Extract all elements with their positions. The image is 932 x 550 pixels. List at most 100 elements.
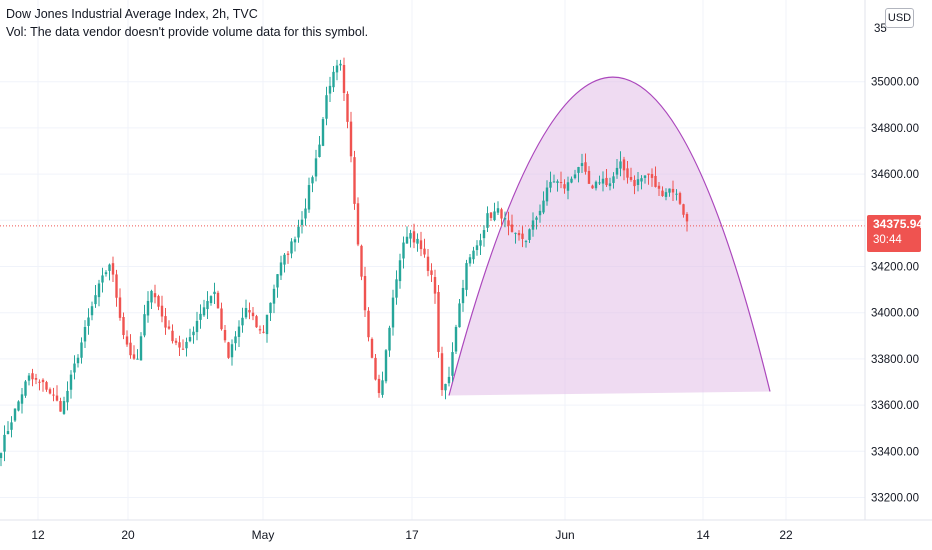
candle <box>591 184 594 189</box>
candle <box>157 294 160 311</box>
candle <box>668 188 671 197</box>
grid-layer <box>0 0 865 520</box>
candle <box>430 263 433 283</box>
candle <box>388 325 391 357</box>
y-tick-label: 33600.00 <box>871 400 919 412</box>
candle <box>59 397 62 412</box>
candle <box>475 240 479 256</box>
candle <box>101 267 104 293</box>
candle <box>346 91 349 129</box>
candle <box>279 255 283 280</box>
candle <box>3 425 6 462</box>
candle <box>248 302 251 320</box>
candle <box>342 57 346 101</box>
candle <box>451 342 454 382</box>
candle <box>314 149 318 182</box>
candle <box>293 236 297 252</box>
candle <box>143 304 146 338</box>
candle <box>678 191 682 205</box>
candle <box>545 180 549 206</box>
candle <box>538 204 542 223</box>
candle <box>132 345 136 360</box>
last-price-tag: 34375.94 30:44 <box>867 215 923 252</box>
y-tick-label: 34200.00 <box>871 262 919 274</box>
price-axis: 33200.00 33400.00 33600.00 33800.00 34000.00… <box>871 77 919 505</box>
candle <box>0 452 3 467</box>
candle <box>381 371 384 398</box>
candle <box>318 135 321 158</box>
candle <box>514 232 517 244</box>
x-tick-label: 20 <box>121 528 135 542</box>
candle <box>178 335 181 356</box>
candle <box>398 253 402 289</box>
candle <box>374 354 377 381</box>
candle <box>444 383 447 400</box>
candle <box>216 290 220 309</box>
candle <box>297 219 300 243</box>
candle <box>633 175 636 195</box>
candle <box>419 231 423 257</box>
candle <box>94 285 97 308</box>
candle <box>160 295 164 323</box>
candle <box>524 239 528 248</box>
candle <box>640 175 643 190</box>
candle <box>290 238 293 259</box>
candle <box>437 284 440 358</box>
candle <box>598 175 601 185</box>
candle <box>269 302 272 322</box>
arc-pattern-layer <box>448 76 771 396</box>
candle <box>125 330 129 347</box>
candle <box>335 59 339 81</box>
x-tick-label: 17 <box>405 528 419 542</box>
candle <box>48 387 52 395</box>
candle <box>661 186 664 197</box>
candle <box>384 348 388 384</box>
candle <box>349 111 353 163</box>
candle <box>461 279 465 312</box>
candle <box>395 270 398 305</box>
candle <box>570 176 573 184</box>
candle <box>601 171 605 192</box>
candle <box>192 326 195 344</box>
candle <box>73 355 76 380</box>
candle <box>251 307 255 321</box>
candle <box>167 320 171 330</box>
candle <box>472 246 475 264</box>
candle <box>402 236 405 269</box>
candle <box>412 223 416 249</box>
candle <box>405 226 409 244</box>
candle <box>566 176 570 200</box>
candle <box>426 249 430 277</box>
volume-note: Vol: The data vendor doesn't provide vol… <box>6 25 369 39</box>
candle <box>311 175 314 193</box>
candle <box>6 421 10 435</box>
candle <box>265 314 269 343</box>
candle <box>573 169 577 180</box>
candle <box>657 181 661 197</box>
candle <box>66 381 69 411</box>
candle <box>682 203 685 218</box>
candle <box>325 86 328 126</box>
candle <box>664 188 668 201</box>
candle <box>363 266 367 317</box>
candle <box>528 228 531 243</box>
candle <box>479 233 482 255</box>
candle <box>181 339 185 350</box>
candle <box>115 269 118 307</box>
candle <box>468 253 472 267</box>
candle <box>122 312 125 340</box>
candle <box>332 66 335 92</box>
y-tick-label: 34000.00 <box>871 308 919 320</box>
candle <box>353 150 356 210</box>
candle <box>83 320 87 349</box>
candle <box>164 308 167 335</box>
candle <box>503 211 507 228</box>
candle <box>27 372 31 386</box>
candle <box>465 259 468 297</box>
candle <box>24 380 27 398</box>
candle <box>80 337 83 364</box>
candle <box>129 334 132 359</box>
currency-button[interactable]: USD <box>885 8 914 28</box>
candle <box>10 416 13 438</box>
